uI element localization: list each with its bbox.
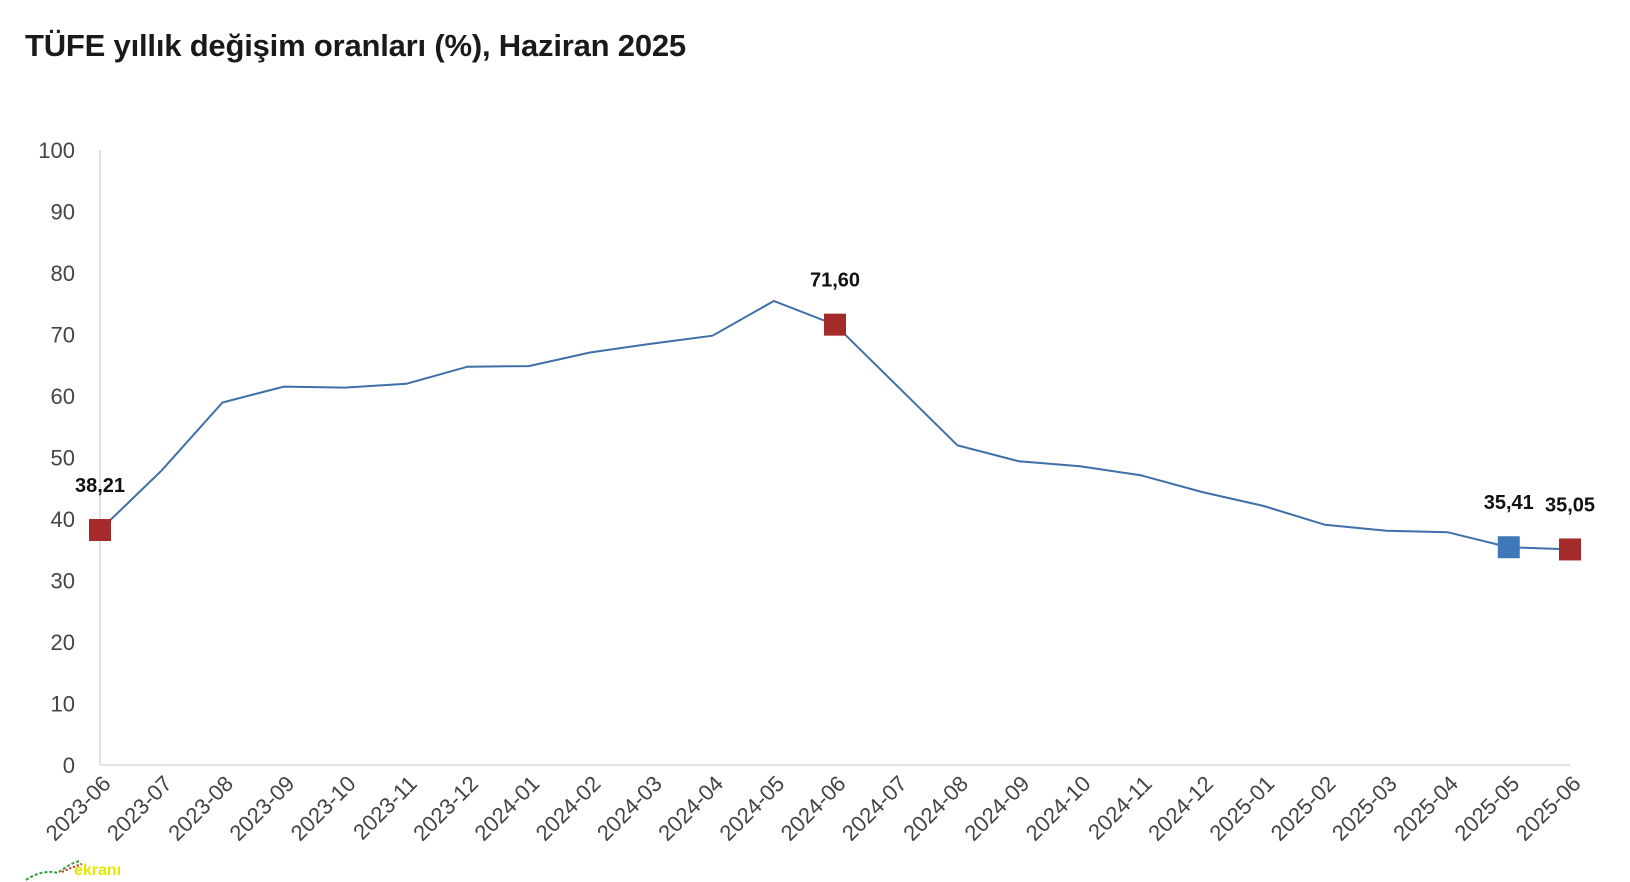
x-tick-label: 2024-04 xyxy=(653,771,728,846)
y-tick-label: 0 xyxy=(63,753,75,778)
data-point xyxy=(526,363,532,369)
data-point xyxy=(465,364,471,370)
data-point xyxy=(220,400,226,406)
x-tick-label: 2024-02 xyxy=(531,771,606,846)
data-point xyxy=(1322,522,1328,528)
y-tick-label: 40 xyxy=(51,507,75,532)
x-tick-label: 2025-02 xyxy=(1266,771,1341,846)
x-tick-label: 2023-07 xyxy=(102,771,177,846)
y-tick-label: 10 xyxy=(51,692,75,717)
x-tick-label: 2023-12 xyxy=(408,771,483,846)
data-point xyxy=(1445,529,1451,535)
x-tick-label: 2024-12 xyxy=(1143,771,1218,846)
data-point xyxy=(955,442,961,448)
x-tick-label: 2025-05 xyxy=(1450,771,1525,846)
data-point xyxy=(893,382,899,388)
data-label: 71,60 xyxy=(810,270,860,292)
data-label: 35,05 xyxy=(1545,494,1595,516)
data-label: 38,21 xyxy=(75,475,125,497)
y-tick-label: 80 xyxy=(51,261,75,286)
highlight-marker xyxy=(824,313,846,336)
data-point xyxy=(587,350,593,356)
y-axis-ticks: 0 10 20 30 40 50 60 70 80 90 100 xyxy=(38,138,75,778)
data-point xyxy=(1138,472,1144,478)
y-tick-label: 70 xyxy=(51,323,75,348)
chart-title: TÜFE yıllık değişim oranları (%), Hazira… xyxy=(25,28,686,63)
data-point xyxy=(1077,463,1083,469)
x-tick-label: 2024-06 xyxy=(776,771,851,846)
data-point xyxy=(1200,489,1206,495)
x-tick-label: 2024-08 xyxy=(898,771,973,846)
watermark-logo xyxy=(25,860,83,881)
x-tick-label: 2024-03 xyxy=(592,771,667,846)
x-tick-label: 2025-04 xyxy=(1388,771,1463,846)
y-tick-label: 100 xyxy=(38,138,75,163)
x-axis-ticks: 2023-062023-072023-082023-092023-102023-… xyxy=(41,771,1586,846)
x-tick-label: 2024-10 xyxy=(1021,771,1096,846)
data-point xyxy=(1016,458,1022,464)
x-tick-label: 2023-06 xyxy=(41,771,116,846)
watermark-text: ekranı xyxy=(74,862,122,879)
x-tick-label: 2024-11 xyxy=(1083,771,1157,845)
x-tick-label: 2025-03 xyxy=(1327,771,1402,846)
highlight-marker xyxy=(1559,538,1581,561)
y-tick-label: 90 xyxy=(51,200,75,225)
data-point xyxy=(1261,503,1267,509)
y-tick-label: 50 xyxy=(51,446,75,471)
data-point xyxy=(342,385,348,391)
data-point xyxy=(403,381,409,387)
x-tick-label: 2023-10 xyxy=(286,771,361,846)
x-tick-label: 2025-06 xyxy=(1511,771,1586,846)
y-tick-label: 60 xyxy=(51,384,75,409)
y-tick-label: 20 xyxy=(51,630,75,655)
series-line xyxy=(99,299,1571,551)
data-point xyxy=(281,384,287,390)
data-point xyxy=(1383,528,1389,534)
x-tick-label: 2023-09 xyxy=(225,771,300,846)
data-point xyxy=(648,341,654,347)
x-tick-label: 2024-05 xyxy=(715,771,790,846)
x-tick-label: 2023-08 xyxy=(163,771,238,846)
data-label: 35,41 xyxy=(1484,492,1534,514)
x-tick-label: 2023-11 xyxy=(348,771,422,845)
x-tick-label: 2024-09 xyxy=(960,771,1035,846)
data-point xyxy=(158,468,164,474)
x-tick-label: 2024-07 xyxy=(837,771,912,846)
highlight-marker xyxy=(1497,536,1520,559)
series-line-group xyxy=(99,298,1571,551)
data-point xyxy=(710,333,716,339)
x-tick-label: 2024-01 xyxy=(470,771,545,846)
chart-axes xyxy=(99,150,1570,766)
annotation-markers: 38,21 71,60 35,41 35,05 xyxy=(75,270,1595,561)
data-point xyxy=(771,298,777,304)
x-tick-label: 2025-01 xyxy=(1205,771,1280,846)
y-tick-label: 30 xyxy=(51,569,75,594)
highlight-marker xyxy=(89,519,111,542)
